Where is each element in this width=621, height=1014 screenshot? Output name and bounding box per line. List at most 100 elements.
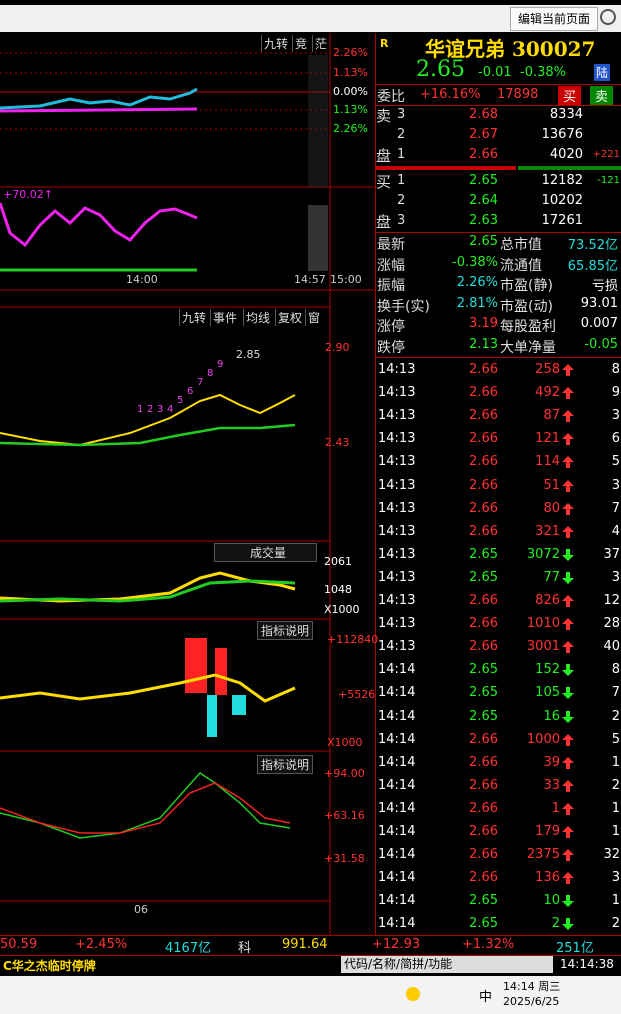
stat-value: 亏损 xyxy=(591,279,618,294)
divider xyxy=(376,357,621,358)
notice: C华之杰临时停牌 xyxy=(3,959,96,973)
trade-price: 2.66 xyxy=(469,408,498,424)
trade-volume: 114 xyxy=(535,454,560,470)
sell-button[interactable]: 卖 xyxy=(590,86,614,105)
trade-count: 8 xyxy=(611,362,620,377)
indicator-label: X1000 xyxy=(327,736,363,749)
tool-button[interactable]: 均线 xyxy=(243,309,272,326)
trade-price: 2.65 xyxy=(469,916,498,932)
trade-arrow xyxy=(562,872,574,885)
stat-label: 大单净量 xyxy=(500,339,556,356)
stat-value: -0.38% xyxy=(452,254,498,270)
settings-icon[interactable] xyxy=(600,9,616,25)
book-volume: 13676 xyxy=(541,127,583,142)
tool-button[interactable]: 复权 xyxy=(275,309,304,326)
trade-count: 4 xyxy=(611,523,620,539)
trade-count: 40 xyxy=(603,639,620,655)
volume-label: 1048 xyxy=(324,583,352,596)
trade-volume: 1000 xyxy=(526,731,560,747)
trade-time: 14:14 xyxy=(378,662,416,678)
trade-count: 8 xyxy=(611,662,620,678)
book-price: 2.63 xyxy=(469,213,498,228)
pct-label: 0.00% xyxy=(333,85,368,98)
tool-button[interactable]: 茫 xyxy=(312,35,329,52)
trade-arrow xyxy=(562,710,574,723)
stat-label: 跌停 xyxy=(377,339,405,356)
nine-turn: 1 xyxy=(137,404,144,415)
trade-count: 1 xyxy=(611,754,620,770)
trade-arrow xyxy=(562,802,574,815)
task-time: 14:14 周三 xyxy=(503,980,561,993)
index-value: 50.59 xyxy=(0,937,38,952)
trade-arrow xyxy=(562,525,574,538)
nine-turn: 6 xyxy=(187,386,194,397)
ask-ratio-bar xyxy=(376,166,516,170)
nine-turn: 9 xyxy=(217,359,224,370)
left-panel xyxy=(0,33,376,935)
index-value: 991.64 xyxy=(282,937,328,952)
trade-time: 14:13 xyxy=(378,593,416,608)
trade-count: 3 xyxy=(611,477,620,493)
time-label: 14:57 xyxy=(294,273,326,286)
trade-time: 14:14 xyxy=(378,708,416,724)
ime[interactable]: 中 xyxy=(479,990,493,1005)
price-label: 2.90 xyxy=(325,341,350,354)
trade-price: 2.66 xyxy=(469,477,498,493)
pct-label: 1.13% xyxy=(333,66,368,79)
tool-button[interactable]: 九转 xyxy=(261,35,290,52)
trade-price: 2.66 xyxy=(469,523,498,539)
trade-price: 2.65 xyxy=(469,708,498,724)
indicator-label: +94.00 xyxy=(324,767,365,780)
book-price: 2.66 xyxy=(469,147,498,162)
indicator-label: +5526 xyxy=(338,688,376,701)
date-label: 06 xyxy=(134,903,148,916)
tool-button[interactable]: 窗 xyxy=(305,309,322,326)
trade-arrow xyxy=(562,410,574,423)
trade-volume: 77 xyxy=(543,569,560,585)
tray-icon[interactable] xyxy=(406,987,420,1001)
trade-arrow xyxy=(562,641,574,654)
book-price: 2.67 xyxy=(469,127,498,142)
stat-label: 每股盈利 xyxy=(500,319,556,335)
trade-price: 2.66 xyxy=(469,639,498,655)
trade-time: 14:13 xyxy=(378,408,416,424)
trade-volume: 3072 xyxy=(526,546,560,562)
trade-arrow xyxy=(562,502,574,515)
bid-ratio-bar xyxy=(518,166,621,170)
stat-value: 65.85亿 xyxy=(567,258,618,274)
search-box[interactable]: 代码/名称/简拼/功能 xyxy=(341,956,553,973)
volume-label: X1000 xyxy=(324,603,360,616)
trade-time: 14:14 xyxy=(378,777,416,793)
level: 1 xyxy=(397,173,406,188)
commission-ratio: +16.16% xyxy=(420,87,481,102)
edit-button[interactable]: 编辑当前页面 xyxy=(510,7,598,31)
stat-value: 2.65 xyxy=(469,234,498,249)
trade-price: 2.65 xyxy=(469,546,498,562)
volume-title[interactable]: 成交量 xyxy=(214,543,318,562)
tool-button[interactable]: 九转 xyxy=(179,309,208,326)
clock: 14:14:38 xyxy=(560,957,614,971)
stat-label: 市盈(动) xyxy=(500,298,553,315)
time-label: 14:00 xyxy=(126,273,158,286)
indicator-title[interactable]: 指标说明 xyxy=(257,755,314,774)
indicator-title[interactable]: 指标说明 xyxy=(257,621,314,640)
trade-price: 2.66 xyxy=(469,731,498,747)
buy-button[interactable]: 买 xyxy=(558,86,582,105)
nine-turn: 2 xyxy=(147,404,154,415)
tool-button[interactable]: 事件 xyxy=(210,309,239,326)
divider xyxy=(376,105,621,106)
trade-volume: 258 xyxy=(535,362,560,377)
divider xyxy=(376,232,621,233)
trade-volume: 10 xyxy=(543,893,560,909)
trade-price: 2.66 xyxy=(469,616,498,632)
trade-arrow xyxy=(562,826,574,838)
stat-value: 73.52亿 xyxy=(567,238,618,253)
trade-price: 2.65 xyxy=(469,893,498,909)
tool-button[interactable]: 竞 xyxy=(292,35,309,52)
trade-arrow xyxy=(562,779,574,792)
stat-value: 2.13 xyxy=(469,336,498,352)
trade-arrow xyxy=(562,918,574,931)
trade-arrow xyxy=(562,548,574,561)
trade-price: 2.66 xyxy=(469,454,498,470)
level: 3 xyxy=(397,107,406,122)
